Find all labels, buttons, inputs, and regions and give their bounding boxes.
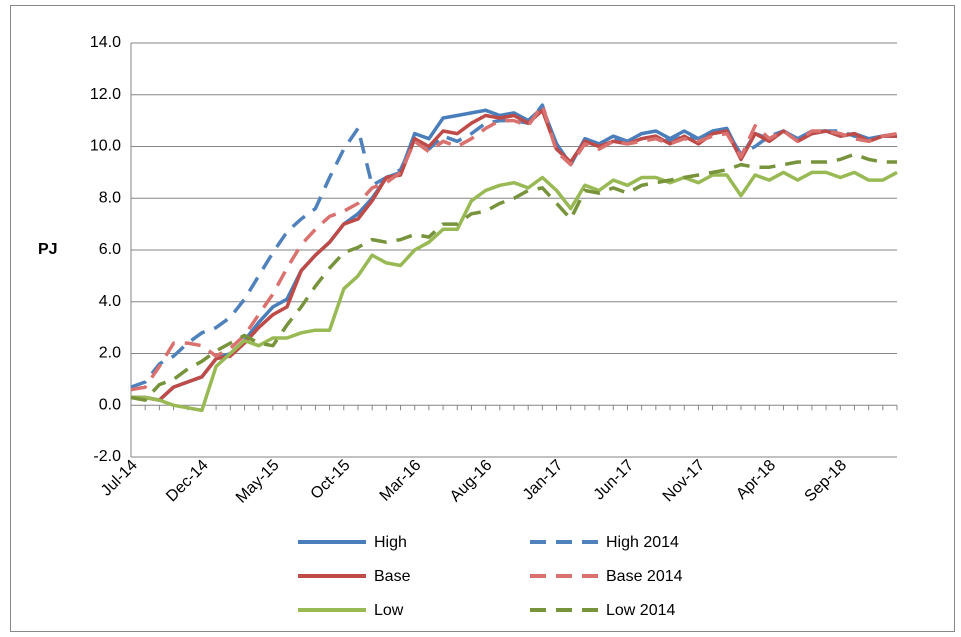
legend-label: Base 2014 xyxy=(606,568,683,585)
y-tick-label: 12.0 xyxy=(90,86,121,103)
legend-label: Base xyxy=(374,568,411,585)
y-tick-label: 14.0 xyxy=(90,34,121,51)
y-tick-label: 10.0 xyxy=(90,138,121,155)
y-tick-label: 2.0 xyxy=(99,345,121,362)
y-tick-label: -2.0 xyxy=(93,448,121,465)
legend-label: High xyxy=(374,534,407,551)
legend-label: High 2014 xyxy=(606,534,679,551)
chart-frame xyxy=(10,5,955,632)
series-line xyxy=(130,152,897,402)
series-line xyxy=(130,103,898,392)
y-tick-label: 4.0 xyxy=(99,293,121,310)
y-tick-label: 8.0 xyxy=(99,189,121,206)
series-line xyxy=(131,108,897,402)
y-axis-label: PJ xyxy=(38,241,58,258)
legend-label: Low 2014 xyxy=(606,602,675,619)
y-tick-label: 6.0 xyxy=(99,241,121,258)
series-line xyxy=(131,170,898,413)
legend-label: Low xyxy=(374,602,404,619)
y-tick-label: 0.0 xyxy=(99,396,121,413)
